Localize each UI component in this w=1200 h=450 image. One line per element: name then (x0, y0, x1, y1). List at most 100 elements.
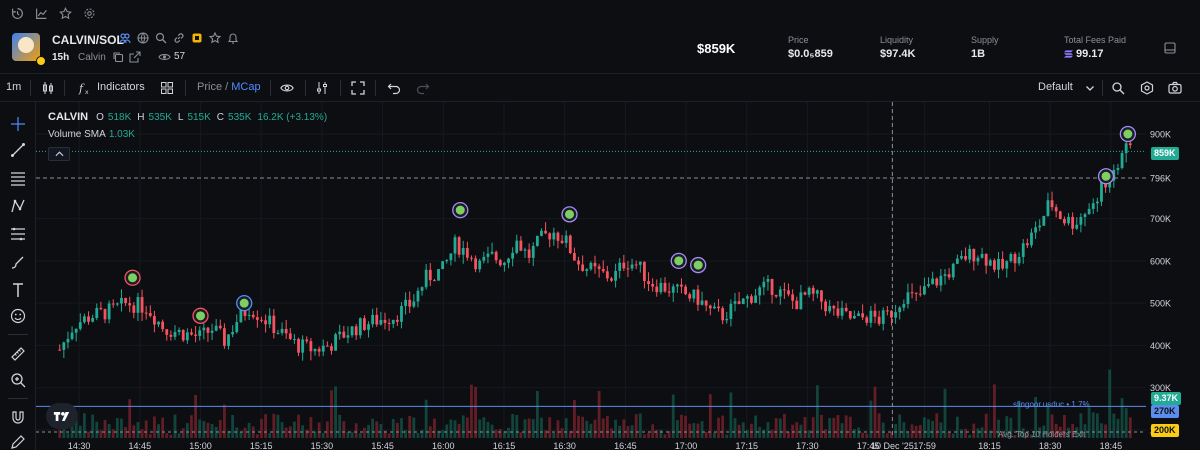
candle-body (947, 274, 951, 278)
external-link-icon[interactable] (129, 51, 141, 63)
price-mcap-toggle[interactable]: Price / MCap (197, 81, 261, 93)
volume-bar (470, 384, 473, 438)
text-tool-icon[interactable] (8, 280, 28, 300)
zoom-in-icon[interactable] (8, 370, 28, 390)
stat-label: Liquidity (880, 35, 914, 45)
timeframe-selector[interactable]: 1m (6, 81, 22, 93)
mcap-toggle[interactable]: MCap (231, 81, 261, 93)
candle-body (136, 297, 140, 313)
settings-hexagon-icon[interactable] (1139, 80, 1155, 96)
volume-bar (861, 432, 865, 438)
trend-line-icon[interactable] (8, 140, 28, 160)
volume-bar (638, 413, 642, 438)
candle-body (601, 268, 605, 272)
volume-bar (923, 417, 926, 438)
candlestick-type-icon[interactable] (40, 80, 56, 96)
pencil-lock-icon[interactable] (8, 432, 28, 450)
volume-bar (902, 422, 906, 438)
time-axis-label: 10 Dec '25 (871, 441, 914, 450)
candle-body (737, 301, 741, 305)
visibility-eye-icon[interactable] (279, 80, 295, 96)
candle-body (910, 292, 914, 294)
volume-legend: Volume SMA 1.03K (48, 129, 135, 140)
candle-body (927, 284, 930, 287)
volume-bar (770, 429, 774, 438)
volume-bar (610, 428, 613, 438)
layout-selector[interactable]: Default (1038, 81, 1073, 93)
chart-trend-icon[interactable] (32, 4, 50, 22)
volume-bar (844, 415, 848, 438)
candle-body (527, 249, 531, 258)
volume-bar (309, 417, 313, 438)
volume-bar (750, 423, 753, 438)
candle-body (494, 251, 498, 261)
candle-body (511, 252, 515, 259)
candle-body (115, 303, 119, 305)
copy-icon[interactable] (112, 51, 124, 63)
candle-body (474, 258, 477, 270)
candle-body (976, 257, 980, 262)
price-toggle[interactable]: Price (197, 81, 223, 93)
candle-body (741, 298, 745, 305)
gear-icon[interactable] (80, 4, 98, 22)
candle-body (684, 286, 687, 295)
time-axis-label: 14:45 (129, 441, 152, 450)
settings-sliders-icon[interactable] (314, 80, 330, 96)
search-icon[interactable] (154, 31, 168, 45)
volume-bar (367, 424, 370, 438)
volume-bar (605, 416, 609, 438)
link-icon[interactable] (172, 31, 186, 45)
candle-body (325, 345, 329, 347)
volume-bar (1108, 369, 1112, 438)
ruler-icon[interactable] (8, 344, 28, 364)
fib-icon[interactable] (8, 224, 28, 244)
redo-icon[interactable] (415, 80, 431, 96)
volume-bar (515, 414, 519, 438)
volume-bar (375, 421, 379, 438)
candle-body (531, 245, 535, 258)
candle-body (354, 326, 358, 336)
candle-body (721, 308, 725, 321)
candle-body (630, 264, 634, 269)
price-axis-label: 500K (1150, 299, 1171, 309)
price-chart[interactable]: 900K 796K 700K 600K 500K 400K 300K 200K 14:30 14:… (36, 102, 1200, 450)
layout-grid-icon[interactable] (159, 80, 175, 96)
candle-body (1083, 214, 1087, 217)
volume-bar (931, 420, 935, 438)
indicators-button[interactable]: Indicators (97, 81, 145, 93)
candle-body (803, 292, 807, 295)
crosshair-icon[interactable] (8, 114, 28, 134)
brush-icon[interactable] (8, 252, 28, 272)
chevron-down-icon[interactable] (1082, 80, 1098, 96)
tradingview-logo[interactable] (46, 403, 78, 429)
collapse-legend-button[interactable] (48, 147, 70, 161)
candle-body (573, 253, 576, 261)
candle-body (568, 235, 572, 254)
price-axis-label: 300K (1150, 383, 1171, 393)
volume-bar (778, 418, 782, 438)
favorite-star-icon[interactable] (208, 31, 222, 45)
candle-body (334, 334, 337, 351)
candle-body (704, 300, 708, 306)
quick-search-icon[interactable] (1110, 80, 1126, 96)
emoji-icon[interactable] (8, 306, 28, 326)
horizontal-lines-icon[interactable] (8, 168, 28, 188)
globe-icon[interactable] (136, 31, 150, 45)
undo-icon[interactable] (386, 80, 402, 96)
pattern-icon[interactable] (8, 196, 28, 216)
volume-bar (803, 416, 807, 438)
volume-bar (165, 433, 169, 438)
candle-body (659, 282, 663, 293)
history-icon[interactable] (8, 4, 26, 22)
camera-icon[interactable] (1167, 80, 1183, 96)
volume-bar (227, 430, 230, 438)
magnet-icon[interactable] (8, 408, 28, 428)
community-icon[interactable] (118, 31, 132, 45)
alert-bell-icon[interactable] (226, 31, 240, 45)
star-icon[interactable] (56, 4, 74, 22)
fullscreen-icon[interactable] (350, 80, 366, 96)
candle-body (696, 289, 700, 305)
panel-toggle-icon[interactable] (1164, 42, 1176, 54)
candle-body (412, 301, 416, 307)
